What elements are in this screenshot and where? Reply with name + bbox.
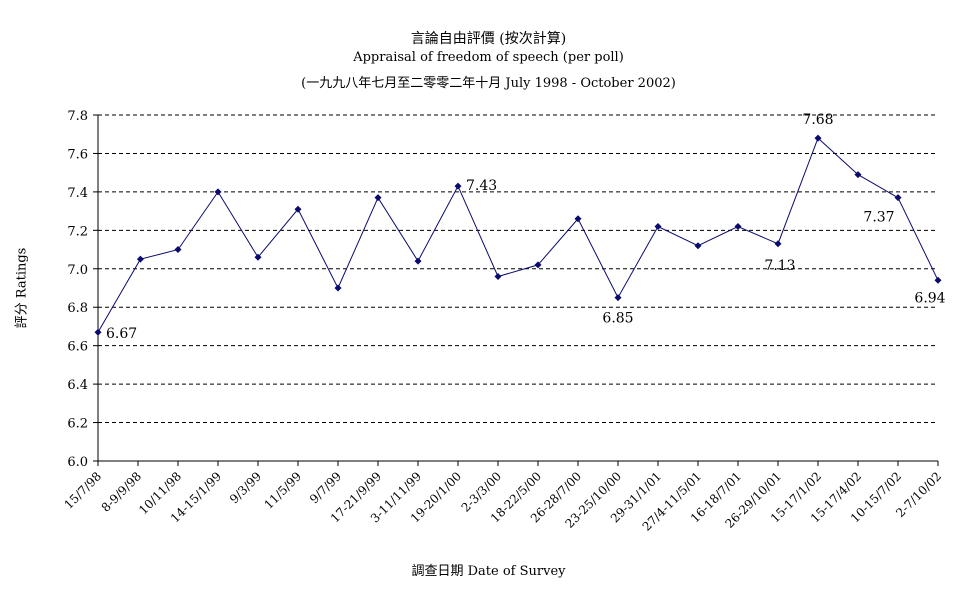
y-tick-label: 6.2 <box>67 417 88 432</box>
data-point <box>214 188 222 196</box>
data-label: 7.43 <box>466 178 497 194</box>
data-point <box>654 222 662 230</box>
data-point <box>254 253 262 261</box>
data-point <box>94 328 102 336</box>
data-label: 7.13 <box>764 258 795 274</box>
chart-title: 言論自由評價 (按次計算) <box>410 31 567 47</box>
data-label: 7.68 <box>802 112 833 128</box>
y-tick-label: 7.8 <box>67 109 88 124</box>
series-line <box>97 137 939 333</box>
y-tick-label: 6.4 <box>67 378 88 393</box>
data-point <box>574 215 582 223</box>
x-tick-label: 11/5/99 <box>262 469 305 512</box>
y-tick-label: 7.0 <box>67 263 88 278</box>
data-label: 6.94 <box>914 290 945 306</box>
data-point <box>934 276 942 284</box>
y-tick-label: 7.4 <box>67 186 88 201</box>
x-tick-label: 9/7/99 <box>307 469 344 506</box>
y-tick-label: 6.0 <box>67 455 88 470</box>
data-point <box>414 257 422 265</box>
data-point <box>774 240 782 248</box>
data-point <box>174 246 182 254</box>
y-tick-label: 6.6 <box>67 340 88 355</box>
data-label: 6.85 <box>602 311 633 327</box>
data-label: 7.37 <box>863 210 894 226</box>
data-point <box>374 194 382 202</box>
data-point <box>454 182 462 190</box>
chart-subtitle: Appraisal of freedom of speech (per poll… <box>353 50 624 65</box>
y-tick-label: 6.8 <box>67 301 88 316</box>
data-point <box>894 194 902 202</box>
x-axis-label: 調查日期 Date of Survey <box>411 564 566 579</box>
data-point <box>294 205 302 213</box>
data-label: 6.67 <box>106 326 137 342</box>
y-tick-label: 7.2 <box>67 224 88 239</box>
y-tick-label: 7.6 <box>67 147 88 162</box>
data-point <box>814 134 822 142</box>
data-point <box>534 261 542 269</box>
data-point <box>614 294 622 302</box>
x-tick-label: 9/3/99 <box>227 469 264 506</box>
data-point <box>734 222 742 230</box>
data-point <box>854 171 862 179</box>
data-point <box>136 255 144 263</box>
chart-subtitle-date-range: (一九九八年七月至二零零二年十月 July 1998 - October 200… <box>301 76 676 91</box>
data-point <box>334 284 342 292</box>
data-point <box>694 242 702 250</box>
data-point <box>494 272 502 280</box>
x-tick-label: 15/7/98 <box>62 469 105 512</box>
